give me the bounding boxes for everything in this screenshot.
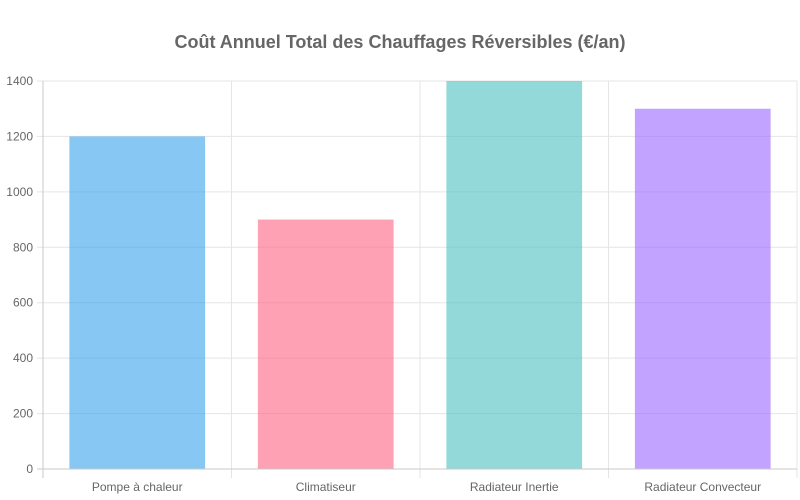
y-tick-label: 1400	[6, 74, 33, 88]
y-tick-label: 1200	[6, 129, 33, 143]
y-tick-label: 400	[13, 351, 33, 365]
y-tick-label: 600	[13, 296, 33, 310]
y-tick-label: 0	[26, 462, 33, 476]
y-tick-label: 200	[13, 407, 33, 421]
y-axis-ticks: 0 200 400 600 800 1000 1200 1400	[6, 74, 33, 476]
x-tick-label: Climatiseur	[296, 480, 356, 494]
bar-2	[257, 219, 394, 469]
bar-4	[634, 108, 771, 469]
bar-1	[69, 136, 206, 469]
bar-3	[446, 81, 583, 469]
chart-title: Coût Annuel Total des Chauffages Réversi…	[174, 32, 625, 52]
bars	[69, 81, 771, 469]
y-tick-label: 1000	[6, 185, 33, 199]
x-tick-label: Pompe à chaleur	[92, 480, 183, 494]
x-tick-label: Radiateur Convecteur	[644, 480, 761, 494]
x-axis-ticks: Pompe à chaleur Climatiseur Radiateur Iner…	[92, 480, 761, 494]
y-tick-label: 800	[13, 240, 33, 254]
x-tick-label: Radiateur Inertie	[470, 480, 559, 494]
axes	[37, 81, 797, 478]
